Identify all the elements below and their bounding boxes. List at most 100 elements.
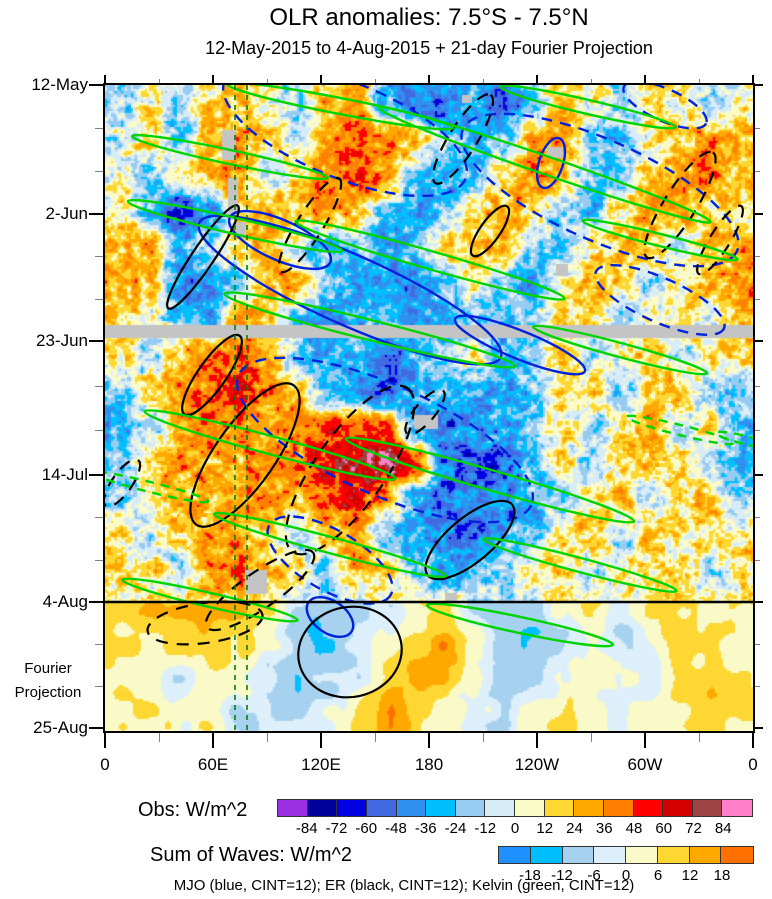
er-contour (189, 382, 301, 528)
y-axis-tick-label: 25-Aug (33, 718, 88, 737)
x-axis-tick-label: 120E (301, 755, 341, 774)
waves-colorbar-label: Sum of Waves: W/m^2 (150, 844, 353, 866)
contour-overlay-svg (105, 85, 753, 731)
x-axis-top-minor-tick (159, 79, 160, 83)
obs-colorbar-cell (544, 800, 575, 816)
waves-colorbar (498, 846, 754, 864)
x-axis-top-tick (212, 75, 214, 83)
chart-subtitle: 12-May-2015 to 4-Aug-2015 + 21-day Fouri… (205, 38, 653, 58)
obs-colorbar-tick-label: 12 (536, 820, 554, 837)
obs-colorbar (277, 799, 753, 817)
obs-colorbar-tick-label: -24 (444, 820, 467, 837)
waves-colorbar-cell (689, 847, 722, 863)
kelvin-contour (143, 409, 397, 481)
x-axis-top-tick (752, 75, 754, 83)
page-title: OLR anomalies: 7.5°S - 7.5°N (269, 4, 589, 31)
y-axis-right-tick (755, 474, 763, 476)
x-axis-top-minor-tick (483, 79, 484, 83)
kelvin-contour (714, 430, 753, 450)
mjo-contour (594, 263, 726, 337)
mjo-contour (535, 136, 567, 190)
obs-colorbar-cell (633, 800, 664, 816)
waves-colorbar-tick-label: -6 (587, 867, 601, 884)
obs-colorbar-cell (426, 800, 456, 816)
kelvin-contour (531, 324, 709, 376)
x-axis-top-tick (644, 75, 646, 83)
kelvin-contour (126, 198, 344, 254)
mjo-contour (266, 515, 394, 605)
kelvin-contour (344, 436, 636, 524)
x-axis-top-tick (536, 75, 538, 83)
y-axis-tick-label: 23-Jun (36, 331, 88, 350)
y-axis-major-tick (89, 474, 103, 476)
kelvin-contour (482, 537, 678, 593)
y-axis-minor-tick (95, 386, 103, 387)
x-axis-top-tick (428, 75, 430, 83)
x-axis-top-minor-tick (699, 79, 700, 83)
obs-colorbar-cell (278, 800, 308, 816)
plot-area (103, 83, 755, 733)
y-axis-right-tick (755, 84, 763, 86)
y-axis-major-tick (89, 340, 103, 342)
y-axis-minor-tick (95, 517, 103, 518)
y-axis-major-tick (89, 213, 103, 215)
y-axis-right-minor-tick (755, 560, 760, 561)
y-axis-right-tick (755, 340, 763, 342)
x-axis-tick-label: 60W (627, 755, 663, 774)
kelvin-contour (130, 133, 330, 181)
fourier-projection-label-line2: Projection (14, 684, 82, 701)
x-axis-major-tick (536, 733, 538, 748)
er-contour (105, 458, 142, 508)
waves-colorbar-tick-label: 18 (713, 867, 731, 884)
y-axis-right-minor-tick (755, 517, 760, 518)
obs-colorbar-tick-label: 84 (714, 820, 732, 837)
obs-colorbar-cell (337, 800, 367, 816)
y-axis-minor-tick (95, 299, 103, 300)
x-axis-major-tick (428, 733, 430, 748)
x-axis-major-tick (104, 733, 106, 748)
x-axis-major-tick (320, 733, 322, 748)
waves-colorbar-cell (594, 847, 626, 863)
obs-colorbar-cell (663, 800, 693, 816)
obs-colorbar-cell (307, 800, 338, 816)
obs-colorbar-label: Obs: W/m^2 (138, 799, 248, 821)
kelvin-contour (625, 414, 735, 446)
x-axis-tick-label: 0 (748, 755, 758, 774)
x-axis-top-minor-tick (375, 79, 376, 83)
obs-colorbar-tick-label: 60 (655, 820, 673, 837)
er-contour (166, 204, 240, 310)
legend-caption: MJO (blue, CINT=12); ER (black, CINT=12)… (173, 877, 635, 894)
kelvin-contour (425, 602, 615, 648)
er-contour (431, 93, 495, 185)
y-axis-right-minor-tick (755, 386, 760, 387)
obs-colorbar-tick-label: -84 (295, 820, 318, 837)
obs-colorbar-cell (485, 800, 515, 816)
x-axis-top-minor-tick (267, 79, 268, 83)
y-axis-tick-label: 4-Aug (42, 592, 88, 611)
y-axis-right-minor-tick (755, 686, 760, 687)
x-axis-tick-label: 0 (100, 755, 110, 774)
obs-colorbar-tick-label: -36 (414, 820, 437, 837)
obs-colorbar-cell (366, 800, 397, 816)
y-axis-major-tick (89, 601, 103, 603)
waves-colorbar-tick-label: 12 (681, 867, 699, 884)
y-axis-minor-tick (95, 128, 103, 129)
x-axis-tick-label: 180 (414, 755, 444, 774)
mjo-contour (453, 314, 587, 376)
fourier-projection-label-line1: Fourier (24, 660, 72, 677)
y-axis-minor-tick (95, 686, 103, 687)
obs-colorbar-tick-label: 36 (595, 820, 613, 837)
x-axis-major-tick (644, 733, 646, 748)
y-axis-tick-label: 14-Jul (41, 465, 88, 484)
waves-colorbar-cell (626, 847, 658, 863)
x-axis-tick-label: 60E (197, 755, 229, 774)
er-contour (146, 600, 264, 646)
y-axis-major-tick (89, 727, 103, 729)
er-contour (181, 333, 243, 417)
x-axis-minor-tick (159, 733, 160, 742)
y-axis-minor-tick (95, 256, 103, 257)
y-axis-right-minor-tick (755, 644, 760, 645)
er-contour (404, 388, 446, 436)
obs-colorbar-cell (722, 800, 752, 816)
y-axis-right-minor-tick (755, 256, 760, 257)
